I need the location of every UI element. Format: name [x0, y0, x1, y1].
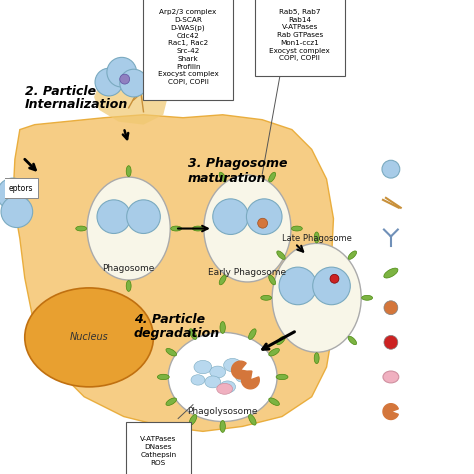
- Text: Phagosome: Phagosome: [102, 264, 155, 273]
- Ellipse shape: [1, 196, 33, 228]
- Ellipse shape: [269, 172, 275, 182]
- Ellipse shape: [127, 200, 160, 234]
- Ellipse shape: [269, 348, 279, 356]
- Ellipse shape: [314, 353, 319, 364]
- Ellipse shape: [107, 57, 137, 87]
- Ellipse shape: [276, 374, 288, 380]
- Text: V-ATPases
DNases
Cathepsin
ROS: V-ATPases DNases Cathepsin ROS: [140, 437, 176, 465]
- Text: Phagolysosome: Phagolysosome: [187, 407, 258, 416]
- Ellipse shape: [348, 251, 356, 259]
- Ellipse shape: [166, 348, 176, 356]
- Text: eptors: eptors: [9, 184, 33, 193]
- Ellipse shape: [272, 243, 361, 352]
- Ellipse shape: [224, 358, 241, 372]
- FancyBboxPatch shape: [4, 178, 37, 198]
- Ellipse shape: [76, 226, 87, 231]
- Polygon shape: [94, 70, 168, 125]
- Text: Rab5, Rab7
Rab14
V-ATPases
Rab GTPases
Mon1-ccz1
Exocyst complex
COPI, COPII: Rab5, Rab7 Rab14 V-ATPases Rab GTPases M…: [270, 9, 330, 61]
- Ellipse shape: [277, 336, 285, 345]
- Text: Early Phagosome: Early Phagosome: [209, 268, 286, 276]
- Polygon shape: [13, 115, 334, 431]
- Ellipse shape: [314, 232, 319, 243]
- Ellipse shape: [313, 267, 350, 305]
- Text: 2. Particle: 2. Particle: [25, 85, 96, 98]
- Ellipse shape: [191, 375, 205, 385]
- Text: 3. Phagosome: 3. Phagosome: [188, 157, 288, 170]
- Ellipse shape: [126, 166, 131, 177]
- Polygon shape: [232, 361, 249, 379]
- Ellipse shape: [383, 371, 399, 383]
- Text: maturation: maturation: [188, 172, 266, 185]
- Ellipse shape: [292, 226, 302, 231]
- Ellipse shape: [236, 372, 249, 382]
- Ellipse shape: [205, 376, 221, 388]
- Text: Nucleus: Nucleus: [70, 332, 109, 342]
- Ellipse shape: [204, 175, 291, 282]
- Ellipse shape: [189, 414, 197, 425]
- Text: degradation: degradation: [134, 328, 220, 340]
- Ellipse shape: [87, 177, 170, 280]
- Text: 4. Particle: 4. Particle: [134, 312, 205, 326]
- Ellipse shape: [279, 267, 317, 305]
- Text: eptors: eptors: [8, 182, 35, 191]
- Ellipse shape: [261, 295, 272, 300]
- Ellipse shape: [166, 398, 176, 405]
- Ellipse shape: [258, 218, 268, 228]
- Ellipse shape: [192, 226, 203, 231]
- Ellipse shape: [277, 251, 285, 259]
- Ellipse shape: [95, 68, 123, 96]
- Polygon shape: [383, 404, 398, 419]
- Ellipse shape: [157, 374, 169, 380]
- Ellipse shape: [194, 360, 212, 374]
- Ellipse shape: [382, 160, 400, 178]
- Ellipse shape: [168, 332, 277, 421]
- Text: Internalization: Internalization: [25, 98, 128, 111]
- Polygon shape: [241, 371, 259, 389]
- Ellipse shape: [217, 383, 233, 394]
- Text: Arp2/3 complex
D-SCAR
D-WAS(p)
Cdc42
Rac1, Rac2
Src-42
Shark
Profilin
Exocyst co: Arp2/3 complex D-SCAR D-WAS(p) Cdc42 Rac…: [158, 9, 219, 85]
- Ellipse shape: [219, 275, 226, 285]
- Ellipse shape: [213, 199, 248, 235]
- Ellipse shape: [126, 281, 131, 292]
- Ellipse shape: [330, 274, 339, 283]
- Ellipse shape: [248, 414, 256, 425]
- Ellipse shape: [384, 268, 398, 278]
- Ellipse shape: [219, 381, 236, 393]
- Ellipse shape: [210, 366, 226, 378]
- Ellipse shape: [248, 329, 256, 339]
- Ellipse shape: [219, 172, 226, 182]
- Ellipse shape: [348, 336, 356, 345]
- Ellipse shape: [246, 199, 282, 235]
- Text: Late Phagosome: Late Phagosome: [282, 234, 352, 243]
- Ellipse shape: [120, 74, 130, 84]
- Ellipse shape: [120, 69, 147, 97]
- Ellipse shape: [220, 321, 225, 333]
- Ellipse shape: [220, 420, 225, 432]
- Ellipse shape: [97, 200, 131, 234]
- Ellipse shape: [25, 288, 154, 387]
- Ellipse shape: [0, 178, 29, 210]
- Ellipse shape: [384, 336, 398, 349]
- Ellipse shape: [384, 301, 398, 315]
- Ellipse shape: [189, 329, 197, 339]
- Ellipse shape: [269, 398, 279, 405]
- Ellipse shape: [269, 275, 275, 285]
- Ellipse shape: [171, 226, 182, 231]
- Ellipse shape: [362, 295, 373, 300]
